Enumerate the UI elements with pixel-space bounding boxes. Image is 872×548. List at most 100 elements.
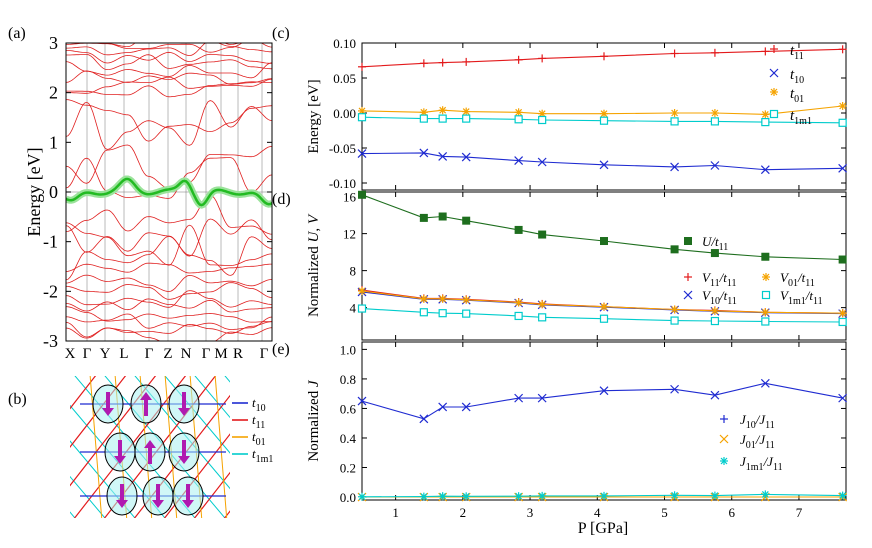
data-point-J1m1/J11 bbox=[514, 492, 523, 501]
kpoint-label: N bbox=[181, 346, 192, 362]
kpoint-label: Z bbox=[163, 346, 172, 362]
data-point-t1m1-sq bbox=[514, 115, 523, 124]
plot-frame bbox=[361, 191, 847, 341]
spin-down-arrowhead bbox=[178, 456, 190, 464]
data-point-t1m1 bbox=[538, 115, 547, 125]
ytick-label: 0.6 bbox=[340, 401, 357, 416]
y-axis-label: Normalized U, V bbox=[306, 213, 322, 317]
data-point-U/t11-sq bbox=[600, 237, 608, 246]
legend-marker-t11 bbox=[770, 45, 778, 53]
data-point-J1m1/J11-b bbox=[462, 492, 470, 500]
data-point-t1m1-sq bbox=[419, 114, 428, 123]
panel-label-a: (a) bbox=[8, 25, 26, 42]
band-line bbox=[66, 61, 272, 79]
data-point-t1m1-sq bbox=[710, 117, 720, 126]
data-point-J10/J11 bbox=[419, 414, 429, 424]
legend-marker-J10/J11 bbox=[720, 415, 728, 423]
series-line-U/t11 bbox=[361, 194, 843, 261]
data-point-J10/J11-b bbox=[710, 390, 720, 400]
spin-down-arrowhead bbox=[114, 456, 126, 464]
series-line-V01/t11 bbox=[361, 290, 843, 314]
data-point-t01-b bbox=[358, 107, 366, 115]
data-point-t10 bbox=[537, 157, 547, 167]
data-point-t1m1-sq bbox=[438, 114, 447, 123]
data-point-J10/J11 bbox=[670, 384, 680, 394]
data-point-V1m1/t11-sq bbox=[357, 304, 367, 313]
data-point-t01-b bbox=[761, 110, 769, 118]
legend-marker-V01/t11 bbox=[762, 273, 770, 281]
kpoint-label: L bbox=[119, 346, 128, 362]
data-point-V1m1/t11 bbox=[438, 309, 447, 318]
ytick-label: -0.10 bbox=[329, 176, 356, 191]
band-line bbox=[66, 99, 272, 142]
spin-up-arrowhead bbox=[140, 392, 152, 400]
data-point-V01/t11-b bbox=[538, 300, 546, 308]
data-point-t1m1 bbox=[710, 117, 720, 126]
panel-label-d: (d) bbox=[272, 191, 291, 208]
kpoint-label: M bbox=[214, 346, 227, 362]
ytick-label: 0 bbox=[49, 182, 58, 202]
legend-marker-t01-b bbox=[770, 88, 778, 96]
data-point-J10/J11 bbox=[461, 402, 471, 412]
legend-label-t1m1: t1m1 bbox=[790, 108, 812, 127]
xtick-label: 3 bbox=[527, 505, 534, 520]
data-point-t10-b bbox=[514, 156, 524, 166]
data-point-t10 bbox=[760, 165, 770, 175]
ytick-label: -2 bbox=[43, 281, 58, 301]
data-point-V1m1/t11-sq bbox=[514, 311, 523, 321]
data-point-V1m1/t11 bbox=[838, 317, 847, 327]
data-point-U/t11-sq bbox=[710, 249, 719, 258]
data-point-J10/J11-b bbox=[670, 384, 680, 394]
legend-marker-t01 bbox=[770, 88, 778, 96]
data-point-U/t11 bbox=[761, 252, 770, 261]
legend-marker-J1m1/J11 bbox=[720, 457, 728, 465]
data-point-t11 bbox=[710, 48, 719, 57]
xtick-label: 4 bbox=[594, 505, 601, 520]
data-point-J1m1/J11-b bbox=[761, 490, 769, 498]
legend-marker-V1m1/t11-sq bbox=[761, 290, 771, 300]
band-line bbox=[66, 313, 272, 330]
legend-marker-V11/t11 bbox=[684, 273, 692, 281]
data-point-U/t11-sq bbox=[538, 230, 547, 239]
data-point-J1m1/J11 bbox=[838, 491, 847, 500]
legend-label-V11/t11: V11/t11 bbox=[702, 270, 736, 289]
data-point-t1m1 bbox=[599, 116, 609, 125]
data-point-V01/t11-b bbox=[711, 307, 719, 315]
data-point-t10-b bbox=[537, 157, 547, 167]
data-point-V1m1/t11 bbox=[761, 317, 770, 326]
data-point-J10/J11 bbox=[514, 393, 524, 403]
data-point-t01 bbox=[670, 109, 679, 117]
data-point-V01/t11 bbox=[670, 305, 679, 314]
data-point-t01-b bbox=[462, 108, 470, 116]
band-line bbox=[66, 282, 272, 300]
data-point-J10/J11 bbox=[357, 396, 367, 406]
interaction-chart: 16 12 8 4 Normalized U, V U/t11 V11/t11V10/t11… bbox=[306, 190, 848, 341]
data-point-t01 bbox=[761, 110, 770, 119]
band-line bbox=[102, 43, 243, 53]
data-point-J10/J11-b bbox=[514, 393, 524, 403]
kpoint-label: Y bbox=[100, 346, 111, 362]
data-point-t10-b bbox=[838, 163, 848, 173]
ytick-label: 1 bbox=[49, 132, 58, 152]
ytick-label: 0.05 bbox=[333, 71, 356, 86]
t1m1-bond bbox=[70, 475, 106, 518]
panel-label-c: (c) bbox=[272, 25, 290, 42]
kpoint-label: Γ bbox=[260, 346, 269, 362]
data-point-t1m1-sq bbox=[538, 115, 547, 125]
t11-bond bbox=[193, 471, 230, 518]
band-line bbox=[66, 43, 272, 48]
data-point-U/t11 bbox=[838, 255, 847, 264]
xtick-label: 2 bbox=[460, 505, 467, 520]
data-point-U/t11 bbox=[419, 213, 428, 222]
data-point-V1m1/t11 bbox=[514, 311, 523, 321]
data-point-U/t11-sq bbox=[419, 213, 428, 222]
data-point-t01 bbox=[600, 109, 608, 118]
data-point-U/t11 bbox=[514, 225, 523, 234]
ytick-label: 0.00 bbox=[333, 106, 356, 121]
data-point-t1m1-sq bbox=[838, 118, 847, 127]
data-point-t1m1-sq bbox=[462, 114, 471, 123]
data-point-t11 bbox=[670, 49, 679, 58]
legend-marker-J01/J11 bbox=[719, 434, 729, 444]
data-point-U/t11-sq bbox=[438, 212, 447, 221]
data-point-V1m1/t11 bbox=[462, 309, 471, 318]
